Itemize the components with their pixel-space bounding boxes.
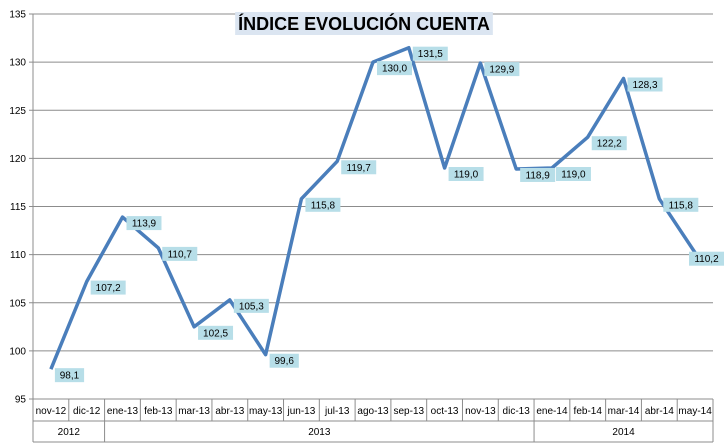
y-tick-label: 95 (15, 395, 27, 406)
data-label-text: 115,8 (311, 200, 336, 211)
x-tick-label: may-14 (678, 406, 712, 417)
data-label: 118,9 (520, 167, 556, 182)
x-tick-label: ago-13 (357, 406, 389, 417)
data-label: 115,8 (305, 197, 341, 212)
x-tick-label: abr-13 (215, 406, 244, 417)
y-tick-label: 110 (10, 250, 26, 261)
data-label-text: 107,2 (96, 283, 121, 294)
y-tick-label: 105 (9, 298, 26, 309)
axes: 95 100 105 110 115 120 125 130 135 nov-12 dic-12 en… (9, 10, 714, 443)
data-label: 99,6 (269, 353, 299, 368)
data-label-text: 130,0 (382, 64, 407, 75)
data-label: 105,3 (233, 298, 269, 313)
x-tick-label: sep-13 (394, 406, 425, 417)
data-label-text: 122,2 (597, 139, 622, 150)
data-label-text: 129,9 (489, 65, 514, 76)
x-tick-label: nov-13 (465, 406, 496, 417)
data-label-text: 110,2 (694, 254, 719, 265)
data-label-box (233, 298, 269, 313)
data-label-box (54, 368, 85, 383)
x-tick-label: jul-13 (324, 406, 350, 417)
data-label: 115,8 (663, 197, 699, 212)
title-background (235, 12, 493, 35)
data-label-text: 128,3 (633, 80, 658, 91)
x-tick-label: dic-13 (503, 406, 531, 417)
gridlines (33, 13, 713, 352)
data-label-text: 115,8 (669, 200, 694, 211)
data-label: 122,2 (591, 136, 627, 151)
x-tick-label: oct-13 (431, 406, 459, 417)
data-label-box (520, 167, 556, 182)
data-label-text: 102,5 (203, 328, 228, 339)
data-label-box (90, 280, 126, 295)
y-tick-label: 125 (9, 106, 26, 117)
data-label-text: 119,7 (347, 163, 372, 174)
data-label-box (162, 246, 198, 261)
x-tick-label: ene-13 (107, 406, 139, 417)
x-tick-label: ene-14 (536, 406, 568, 417)
data-label-text: 113,9 (132, 219, 157, 230)
x-tick-label: dic-12 (73, 406, 101, 417)
data-label-box (663, 197, 699, 212)
data-label-box (198, 325, 234, 340)
data-label-text: 131,5 (418, 49, 443, 60)
y-tick-label: 130 (9, 58, 26, 69)
data-label-text: 110,7 (168, 249, 193, 260)
data-label: 131,5 (412, 46, 448, 61)
data-label: 119,7 (341, 160, 377, 175)
data-label-box (484, 62, 520, 77)
x-tick-label: feb-14 (574, 406, 603, 417)
y-tick-label: 115 (10, 202, 26, 213)
x-tick-label: nov-12 (36, 406, 67, 417)
data-label: 110,7 (162, 246, 198, 261)
data-label: 128,3 (627, 77, 663, 92)
chart-title: ÍNDICE EVOLUCIÓN CUENTA (238, 13, 490, 34)
data-label-box (448, 167, 484, 181)
x-tick-label: may-13 (249, 406, 283, 417)
data-label: 130,0 (377, 61, 412, 76)
data-label: 110,2 (689, 251, 724, 266)
x-tick-label: jun-13 (287, 406, 316, 417)
year-label: 2012 (58, 427, 81, 438)
series-line (49, 45, 697, 370)
data-label-box (305, 197, 341, 212)
data-label: 107,2 (90, 280, 126, 295)
year-label: 2013 (308, 427, 331, 438)
year-label: 2014 (612, 427, 635, 438)
data-label-box (377, 61, 412, 76)
data-label-text: 99,6 (274, 356, 294, 367)
data-label-box (627, 77, 663, 92)
data-label-box (412, 46, 448, 61)
data-label-text: 105,3 (239, 301, 264, 312)
data-label-text: 98,1 (60, 371, 80, 382)
data-label: 98,1 (54, 368, 85, 383)
data-label: 102,5 (198, 325, 234, 340)
data-label: 129,9 (484, 62, 520, 77)
data-label-box (269, 353, 299, 368)
y-tick-label: 120 (9, 154, 26, 165)
data-label-box (689, 251, 724, 266)
data-label: 119,0 (448, 167, 484, 181)
y-tick-label: 100 (9, 346, 26, 357)
data-label-box (126, 216, 162, 231)
data-label-box (341, 160, 377, 175)
x-tick-label: abr-14 (645, 406, 674, 417)
x-tick-label: mar-13 (178, 406, 210, 417)
x-tick-label: feb-13 (144, 406, 173, 417)
x-tick-label: mar-14 (608, 406, 640, 417)
data-label: 119,0 (555, 167, 591, 181)
data-label-text: 119,0 (454, 170, 479, 181)
data-label-box (591, 136, 627, 151)
data-label-box (555, 167, 591, 181)
data-label-text: 119,0 (561, 170, 586, 181)
data-labels: 98,1 107,2 113,9 110,7 102,5 105,3 99,6 115,8 11… (54, 46, 724, 383)
title-group: ÍNDICE EVOLUCIÓN CUENTA (235, 12, 493, 35)
data-label-text: 118,9 (526, 170, 551, 181)
data-label: 113,9 (126, 216, 162, 231)
y-tick-label: 135 (9, 10, 26, 21)
series (49, 45, 697, 370)
